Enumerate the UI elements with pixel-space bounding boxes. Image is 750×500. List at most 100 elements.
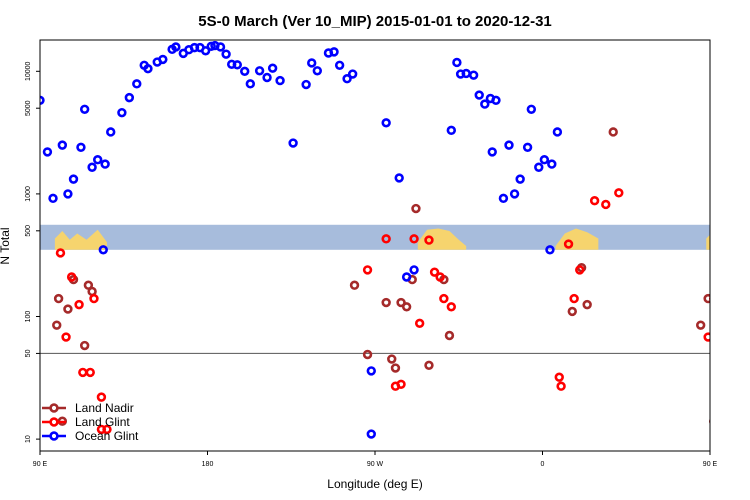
ocean-glint-point [40, 95, 45, 106]
legend-label: Land Nadir [75, 401, 134, 415]
land-glint-point [409, 234, 419, 244]
ocean-glint-point [307, 58, 317, 68]
ocean-glint-point [409, 265, 419, 275]
land-nadir-point [87, 286, 97, 297]
ocean-glint-point [57, 140, 68, 150]
ocean-glint-point [446, 125, 457, 136]
ocean-glint-point [547, 159, 557, 169]
ocean-glint-point [221, 49, 231, 59]
ocean-glint-point [100, 159, 110, 169]
land-glint-point [381, 234, 391, 244]
land-glint-point [78, 367, 88, 378]
land-glint-point [362, 265, 373, 275]
land-glint-point [424, 235, 434, 245]
ocean-glint-point [68, 174, 79, 184]
land-nadir-point [396, 297, 406, 308]
land-nadir-point [444, 330, 455, 341]
land-nadir-point [695, 320, 706, 330]
legend-item-ocean-glint: Ocean Glint [42, 429, 139, 443]
land-glint-point [55, 248, 66, 258]
ocean-glint-point [381, 118, 391, 128]
ocean-glint-point [539, 155, 550, 165]
y-tick-label: 1000 [25, 186, 32, 202]
ocean-glint-point [545, 245, 555, 255]
land-glint-point [85, 367, 95, 378]
y-tick-label: 5000 [25, 100, 32, 116]
legend-item-land-glint: Land Glint [42, 415, 130, 429]
ocean-glint-point [98, 245, 108, 255]
land-glint-point [74, 299, 84, 310]
ocean-glint-point [526, 104, 537, 114]
land-glint-point [575, 265, 585, 275]
land-glint-point [61, 332, 71, 342]
y-tick-label: 50 [25, 349, 32, 357]
y-tick-label: 10000 [25, 61, 32, 81]
ocean-glint-point [171, 42, 181, 52]
land-glint-point [554, 372, 564, 382]
land-nadir-point [582, 299, 592, 310]
ocean-glint-point [42, 147, 53, 157]
land-glint-point [89, 293, 99, 304]
land-band-strip [40, 224, 710, 250]
land-nadir-point [79, 340, 90, 351]
ocean-glint-point [515, 174, 525, 184]
x-tick-label: 90 W [367, 461, 384, 468]
y-tick-label: 10 [25, 435, 32, 443]
land-glint-point [723, 303, 730, 310]
ocean-glint-point [329, 47, 339, 57]
land-nadir-point [709, 418, 710, 425]
land-nadir-point [424, 360, 434, 371]
ocean-glint-point [474, 90, 484, 100]
land-glint-point [731, 369, 738, 376]
ocean-glint-point [215, 42, 226, 52]
land-glint-point [556, 381, 566, 391]
ocean-glint-point [301, 79, 311, 90]
ocean-glint-point [245, 79, 256, 89]
land-nadir-point [716, 306, 723, 313]
ocean-glint-point [87, 162, 97, 172]
legend-swatch-marker [49, 431, 59, 441]
x-axis-label: Longitude (deg E) [327, 477, 422, 491]
land-glint-point [569, 293, 579, 304]
ocean-glint-point [254, 66, 265, 76]
land-glint-point [589, 196, 600, 206]
land-glint-point [742, 299, 749, 306]
land-glint-point [709, 295, 710, 302]
land-nadir-point [401, 302, 412, 312]
land-patch [54, 229, 107, 250]
ocean-glint-point [312, 66, 323, 76]
ocean-glint-point [394, 173, 404, 183]
ocean-glint-point [522, 142, 533, 152]
land-nadir-point [740, 288, 747, 295]
land-nadir-point [83, 280, 94, 290]
legend-label: Land Glint [75, 415, 130, 429]
y-tick-label: 500 [25, 225, 32, 237]
ocean-glint-point [366, 366, 376, 376]
land-patch [706, 234, 710, 250]
ocean-glint-point [240, 66, 250, 76]
land-glint-point [736, 369, 743, 376]
land-glint-point [435, 272, 445, 282]
ocean-glint-point [552, 127, 563, 137]
ocean-glint-point [79, 104, 90, 114]
land-nadir-point [721, 276, 728, 283]
land-glint-point [703, 332, 710, 342]
legend-swatch-marker [49, 417, 59, 427]
land-glint-point [601, 199, 611, 210]
land-glint-point [718, 274, 725, 281]
ocean-glint-point [288, 138, 298, 148]
chart-title: 5S-0 March (Ver 10_MIP) 2015-01-01 to 20… [198, 13, 552, 30]
ocean-glint-point [480, 99, 490, 109]
ocean-glint-point [267, 63, 278, 73]
land-glint-point [563, 239, 574, 249]
ocean-glint-point [366, 429, 376, 439]
land-nadir-point [362, 349, 373, 360]
ocean-glint-point [461, 68, 471, 79]
land-nadir-point [736, 282, 743, 289]
legend-label: Ocean Glint [75, 429, 139, 443]
ocean-glint-point [117, 107, 127, 118]
ocean-glint-point [232, 60, 242, 70]
y-tick-label: 100 [25, 311, 32, 323]
